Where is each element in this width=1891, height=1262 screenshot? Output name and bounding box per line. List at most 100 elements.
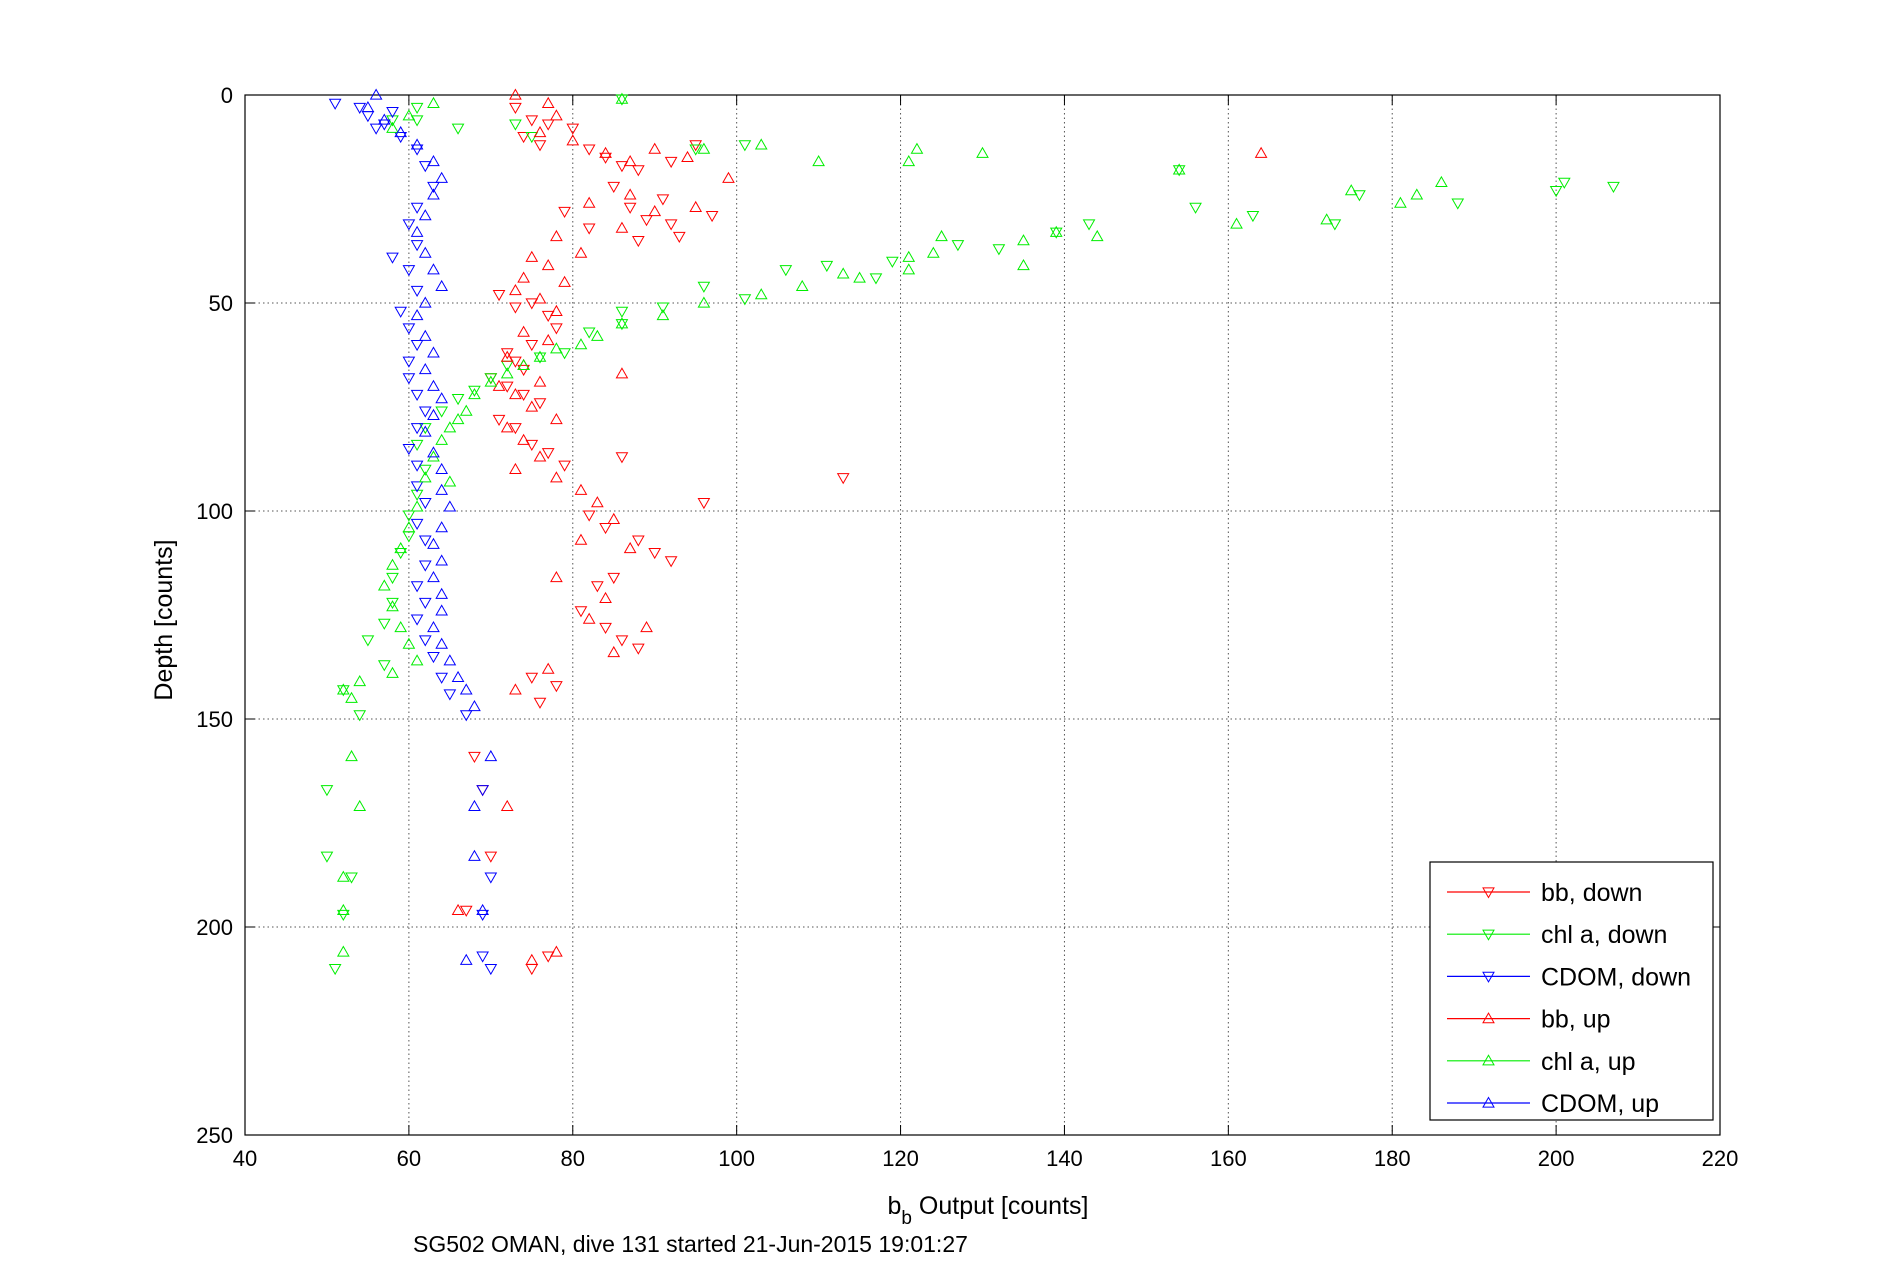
data-point	[1410, 188, 1424, 200]
data-point	[509, 284, 522, 296]
data-point	[1189, 202, 1202, 214]
data-point	[672, 231, 686, 243]
data-point	[550, 342, 563, 354]
legend-label: bb, up	[1541, 1006, 1611, 1034]
data-point	[754, 288, 768, 300]
data-point	[640, 620, 653, 633]
legend-label: chl a, up	[1541, 1048, 1636, 1076]
data-point	[500, 367, 514, 379]
data-point	[582, 144, 596, 156]
data-point	[541, 310, 555, 322]
data-point	[394, 620, 408, 633]
data-point	[361, 100, 375, 113]
data-point	[1607, 181, 1620, 194]
data-point	[664, 156, 678, 169]
data-point	[443, 421, 457, 433]
data-point	[615, 94, 629, 106]
data-point	[1451, 198, 1465, 210]
data-point	[574, 606, 588, 618]
data-point	[509, 462, 522, 475]
y-tick-label: 200	[196, 915, 233, 940]
data-point	[500, 381, 514, 393]
data-point	[345, 691, 358, 703]
data-point	[1172, 163, 1186, 175]
data-point	[533, 375, 547, 387]
data-point	[541, 662, 555, 674]
caption: SG502 OMAN, dive 131 started 21-Jun-2015…	[413, 1231, 968, 1257]
data-point	[386, 572, 399, 585]
data-point	[1320, 213, 1334, 225]
data-point	[1254, 146, 1268, 158]
data-point	[336, 685, 350, 697]
data-point	[353, 102, 367, 114]
data-point	[394, 547, 408, 560]
data-point	[500, 348, 514, 360]
data-point	[689, 140, 703, 152]
x-tick-label: 80	[561, 1146, 585, 1171]
data-point	[517, 358, 530, 371]
data-point	[631, 165, 645, 177]
data-point	[418, 560, 432, 572]
data-point	[738, 294, 752, 306]
data-point	[435, 521, 449, 533]
data-point	[386, 600, 399, 612]
data-point	[468, 799, 481, 811]
data-point	[468, 388, 481, 400]
data-point	[410, 423, 424, 435]
data-point	[517, 364, 530, 377]
data-point	[435, 672, 449, 684]
data-point	[590, 581, 604, 593]
data-point	[500, 421, 514, 433]
data-point	[500, 799, 514, 811]
data-point	[533, 125, 547, 138]
series-5	[361, 88, 498, 965]
data-point	[820, 260, 834, 273]
data-point	[386, 597, 399, 610]
data-point	[574, 338, 588, 350]
data-point	[1435, 175, 1448, 187]
data-point	[410, 389, 424, 402]
data-point	[631, 643, 645, 655]
data-point	[558, 275, 571, 287]
data-point	[427, 571, 440, 583]
data-point	[443, 654, 457, 666]
data-point	[320, 785, 334, 797]
data-point	[1230, 217, 1243, 229]
data-point	[1082, 219, 1096, 231]
data-point	[926, 246, 940, 258]
data-point	[525, 953, 539, 965]
y-tick-label: 50	[209, 291, 233, 316]
data-point	[1090, 229, 1104, 242]
data-point	[590, 329, 604, 341]
data-point	[582, 196, 596, 208]
data-point	[468, 849, 481, 861]
data-point	[410, 225, 424, 237]
data-point	[689, 200, 703, 212]
series-2	[328, 98, 498, 976]
data-point	[500, 350, 514, 362]
x-tick-label: 120	[882, 1146, 919, 1171]
x-tick-label: 220	[1702, 1146, 1739, 1171]
data-point	[418, 464, 432, 476]
data-point	[574, 483, 588, 495]
data-point	[336, 945, 350, 957]
data-point	[402, 521, 416, 533]
data-point	[443, 689, 457, 701]
data-point	[541, 448, 555, 460]
legend-marker	[1482, 971, 1495, 983]
legend-marker	[1482, 1054, 1495, 1066]
data-point	[525, 439, 539, 451]
data-point	[427, 379, 440, 391]
data-point	[353, 675, 367, 687]
data-point	[484, 749, 498, 762]
data-point	[468, 751, 481, 763]
data-point	[427, 155, 440, 167]
legend-label: bb, down	[1541, 879, 1642, 907]
data-point	[1017, 259, 1030, 271]
legend-label: chl a, down	[1541, 921, 1667, 949]
data-point	[336, 909, 350, 922]
data-point	[386, 558, 399, 570]
data-point	[574, 246, 588, 258]
data-point	[697, 281, 711, 293]
data-point	[541, 259, 555, 271]
